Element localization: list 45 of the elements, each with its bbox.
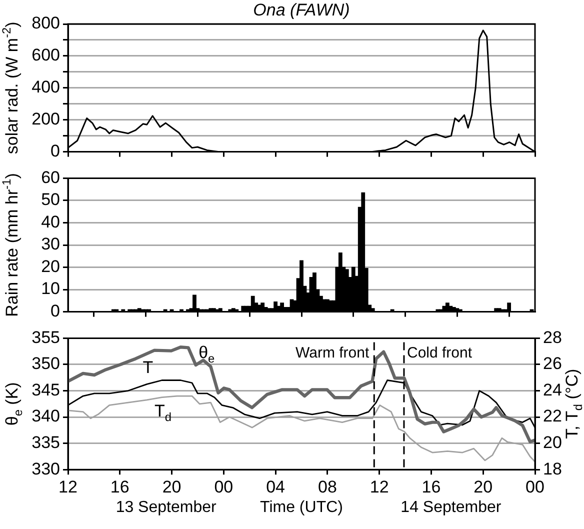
- y2-tick-label: 18: [543, 459, 562, 478]
- y2-tick-label: 26: [543, 354, 562, 374]
- y-tick-label: 345: [32, 380, 60, 400]
- y-tick-label: 800: [32, 14, 60, 33]
- y2-tick-label: 22: [543, 406, 562, 426]
- y-tick-label: 335: [32, 433, 60, 452]
- x-tick-label: 12: [58, 477, 78, 496]
- y-tick-label: 350: [32, 354, 60, 374]
- x-tick-label: 12: [370, 477, 389, 496]
- y-tick-label: 355: [32, 328, 60, 347]
- y-tick-label: 10: [41, 279, 60, 298]
- y-tick-label: 0: [50, 301, 60, 320]
- y-axis-title: θe (K): [2, 382, 26, 426]
- y-tick-label: 600: [32, 46, 60, 65]
- y2-axis-title: T, Td (°C): [562, 368, 584, 439]
- ref-line-label: Warm front: [296, 344, 370, 362]
- y-tick-label: 30: [41, 234, 60, 254]
- x-tick-label: 20: [474, 477, 493, 496]
- chart-title: Ona (FAWN): [253, 0, 350, 20]
- x-tick-label: 16: [422, 477, 441, 496]
- y-axis-title: Rain rate (mm hr-1): [0, 173, 22, 317]
- x-tick-label: 00: [214, 477, 234, 496]
- text: 13 September: [116, 499, 217, 516]
- x-tick-label: 04: [266, 477, 286, 496]
- y-tick-label: 50: [41, 190, 60, 210]
- text: 14 September: [400, 499, 502, 516]
- y2-tick-label: 28: [543, 328, 562, 347]
- y-tick-label: 330: [32, 459, 60, 478]
- x-tick-label: 00: [526, 477, 544, 496]
- ref-line-label: Cold front: [406, 344, 473, 362]
- x-tick-label: 16: [110, 477, 130, 496]
- y-axis-title: solar rad. (W m-2): [0, 22, 22, 154]
- x-tick-label: 20: [162, 477, 182, 496]
- y2-tick-label: 24: [543, 380, 562, 400]
- y-tick-label: 0: [50, 141, 60, 160]
- x-tick-label: 08: [318, 477, 337, 496]
- y-tick-label: 400: [32, 78, 60, 97]
- x-axis-title: Time (UTC): [260, 499, 343, 516]
- series-label: T: [142, 358, 154, 377]
- y-tick-label: 340: [32, 406, 60, 426]
- y-tick-label: 60: [41, 168, 60, 187]
- y2-tick-label: 20: [543, 433, 562, 452]
- y-tick-label: 200: [32, 110, 60, 129]
- y-tick-label: 40: [41, 212, 60, 232]
- y-tick-label: 20: [41, 256, 60, 276]
